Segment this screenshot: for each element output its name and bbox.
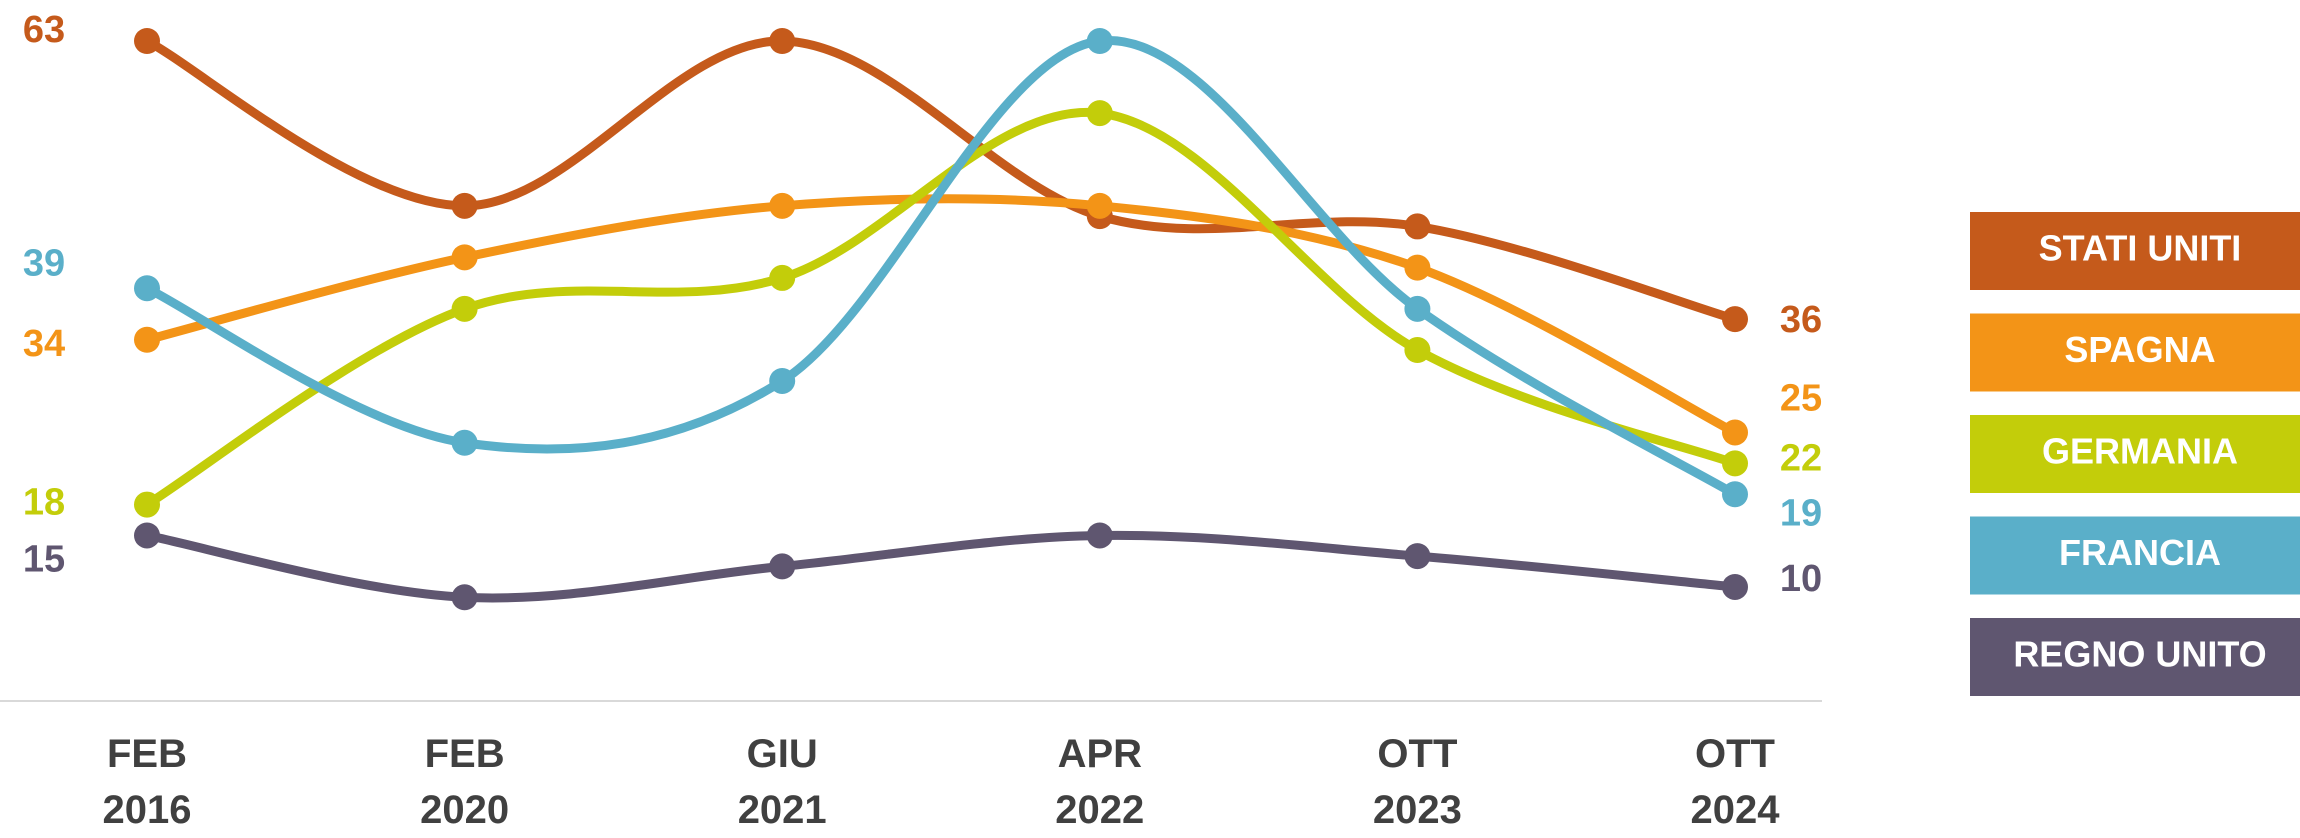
x-tick-label: OTT 2023 xyxy=(1372,732,1462,832)
value-label: 15 xyxy=(23,539,65,581)
point xyxy=(134,522,160,549)
value-label: 18 xyxy=(23,482,65,524)
legend-swatch xyxy=(1970,313,2300,392)
value-label: 63 xyxy=(23,9,65,51)
value-label: 10 xyxy=(1780,558,1822,600)
legend-swatch xyxy=(1970,618,2300,696)
point xyxy=(1086,522,1113,549)
x-tick-label: OTT 2024 xyxy=(1690,732,1780,832)
point xyxy=(1404,337,1431,364)
legend-label: SPAGNA xyxy=(2064,329,2215,370)
legend-label: REGNO UNITO xyxy=(2013,634,2266,675)
legend-swatch xyxy=(1970,212,2300,290)
point xyxy=(451,295,478,322)
point xyxy=(134,491,160,518)
point xyxy=(769,553,796,580)
line xyxy=(142,36,1740,324)
point xyxy=(769,28,796,54)
point xyxy=(1722,573,1748,600)
line xyxy=(142,194,1740,437)
x-tick-label: APR 2022 xyxy=(1055,732,1145,832)
point xyxy=(1722,306,1748,333)
point xyxy=(134,275,160,302)
legend-label: GERMANIA xyxy=(2042,431,2238,472)
legend-label: STATI UNITI xyxy=(2039,228,2242,269)
point xyxy=(134,28,160,54)
point xyxy=(134,326,160,353)
value-label: 22 xyxy=(1780,437,1822,479)
point xyxy=(451,244,478,271)
value-label: 39 xyxy=(23,242,65,284)
value-label: 19 xyxy=(1780,492,1822,534)
x-tick-label: FEB 2016 xyxy=(102,732,192,832)
point xyxy=(1086,28,1113,54)
point xyxy=(1722,481,1748,508)
point xyxy=(451,192,478,219)
point xyxy=(1404,295,1431,322)
point xyxy=(1722,450,1748,477)
point xyxy=(1086,192,1113,219)
legend-swatch xyxy=(1970,415,2300,493)
point xyxy=(1086,100,1113,127)
value-label: 34 xyxy=(23,323,65,365)
value-label: 36 xyxy=(1780,299,1822,341)
line xyxy=(142,530,1740,603)
point xyxy=(769,192,796,219)
x-tick-label: FEB 2020 xyxy=(420,732,510,832)
point xyxy=(451,429,478,456)
value-label: 25 xyxy=(1780,377,1822,419)
line xyxy=(142,107,1740,510)
x-tick-label: GIU 2021 xyxy=(737,732,827,832)
legend-label: FRANCIA xyxy=(2059,532,2221,573)
legend-swatch xyxy=(1970,516,2300,595)
line xyxy=(142,36,1740,499)
point xyxy=(451,584,478,611)
point xyxy=(769,367,796,394)
point xyxy=(1404,213,1431,240)
point xyxy=(1404,254,1431,281)
point xyxy=(1404,543,1431,570)
point xyxy=(769,264,796,291)
point xyxy=(1722,419,1748,446)
